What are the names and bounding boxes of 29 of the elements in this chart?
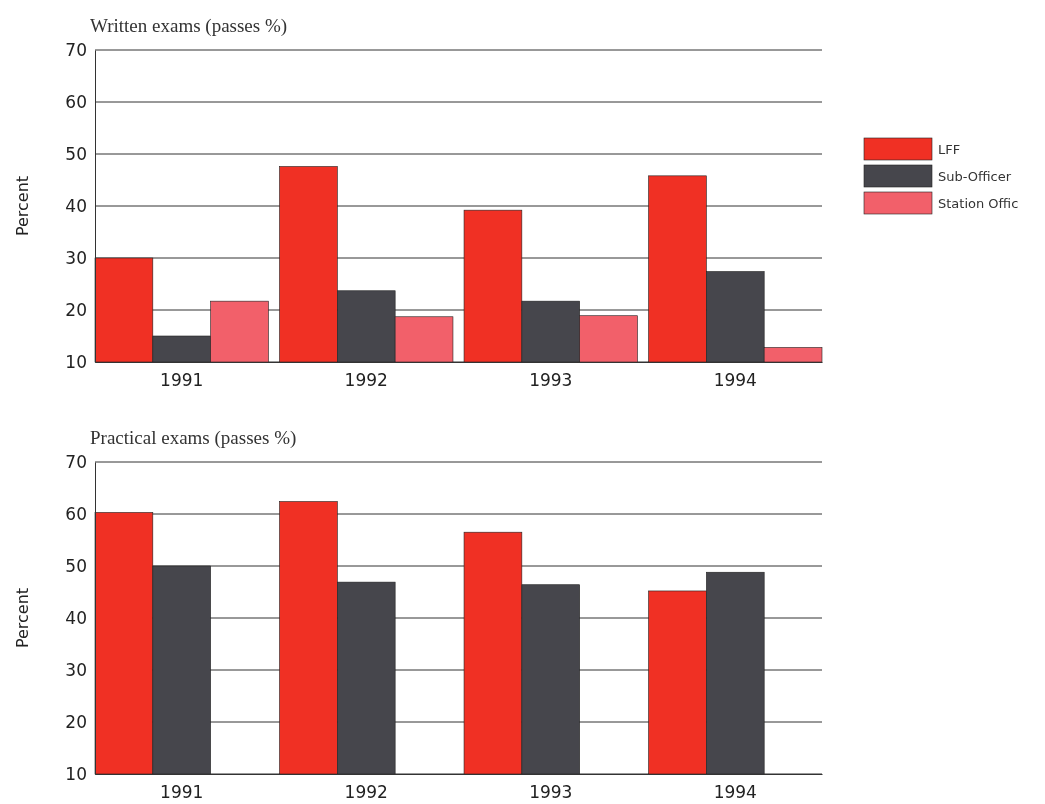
x-tick-label: 1994 — [713, 782, 757, 803]
y-tick-label: 30 — [65, 247, 87, 268]
text: Sub-Officer — [938, 169, 1012, 184]
x-tick-label: 1994 — [713, 370, 757, 391]
x-tick-label: 1992 — [344, 782, 388, 803]
text: Station Offic — [938, 196, 1019, 211]
y-tick-label: 70 — [65, 451, 87, 472]
x-tick-label: 1991 — [160, 370, 204, 391]
y-axis-title: Percent — [13, 175, 32, 237]
y-tick-label: 60 — [65, 503, 87, 524]
y-tick-label: 40 — [65, 195, 87, 216]
y-tick-label: 20 — [65, 711, 87, 732]
y-tick-label: 30 — [65, 659, 87, 680]
chart-title: Practical exams (passes %) — [90, 427, 297, 449]
y-axis-title: Percent — [13, 587, 32, 649]
text: LFF — [938, 142, 961, 157]
x-tick-label: 1993 — [529, 370, 573, 391]
y-tick-label: 10 — [65, 351, 87, 372]
y-tick-label: 40 — [65, 607, 87, 628]
y-tick-label: 20 — [65, 299, 87, 320]
y-tick-label: 70 — [65, 39, 87, 60]
y-tick-label: 10 — [65, 763, 87, 784]
x-tick-label: 1993 — [529, 782, 573, 803]
chart-title: Written exams (passes %) — [90, 15, 288, 37]
x-tick-label: 1992 — [344, 370, 388, 391]
y-tick-label: 50 — [65, 143, 87, 164]
y-tick-label: 60 — [65, 91, 87, 112]
x-tick-label: 1991 — [160, 782, 204, 803]
y-tick-label: 50 — [65, 555, 87, 576]
